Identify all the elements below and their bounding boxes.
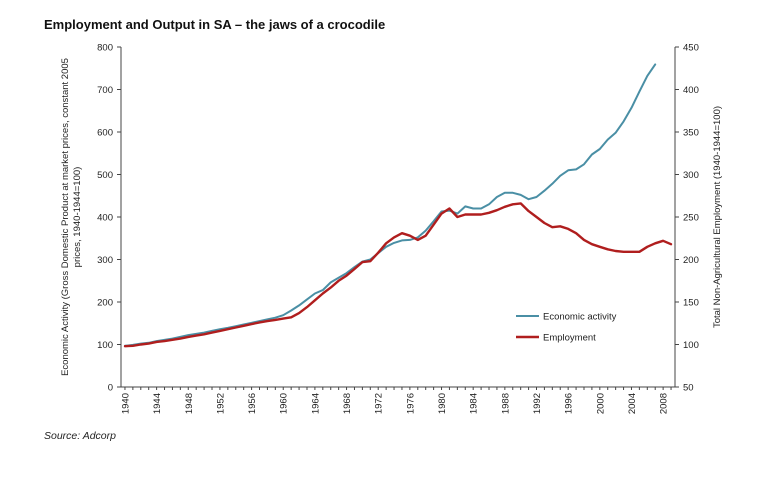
chart-series (123, 63, 673, 348)
left-tick-label: 700 (97, 85, 113, 96)
x-tick-label: 2008 (659, 393, 670, 414)
left-axis-label-line1: Economic Activity (Gross Domestic Produc… (60, 58, 71, 376)
x-tick-label: 1980 (437, 393, 448, 414)
chart-ticks: 0 100 200 300 400 500 600 700 800 50 100 150 200 250 3… (97, 43, 699, 415)
x-tick-label: 1972 (374, 393, 385, 414)
x-tick-label: 1988 (500, 393, 511, 414)
right-axis-label: Total Non-Agricultural Employment (1940-… (712, 106, 723, 328)
series-line-employment (123, 202, 673, 348)
x-tick-label: 1992 (532, 393, 543, 414)
legend-label: Employment (543, 333, 596, 344)
left-tick-label: 400 (97, 213, 113, 224)
right-tick-label: 400 (683, 85, 699, 96)
chart-legend: Economic activity Employment (516, 312, 617, 344)
x-tick-label: 1984 (469, 393, 480, 414)
x-tick-label: 1952 (215, 393, 226, 414)
right-tick-label: 100 (683, 340, 699, 351)
left-tick-label: 200 (97, 298, 113, 309)
right-tick-label: 250 (683, 213, 699, 224)
right-tick-label: 200 (683, 255, 699, 266)
legend-label: Economic activity (543, 312, 617, 323)
x-tick-label: 1996 (564, 393, 575, 414)
right-tick-label: 450 (683, 43, 699, 54)
x-tick-label: 1964 (310, 393, 321, 414)
right-tick-label: 50 (683, 383, 694, 394)
source-note: Source: Adcorp (44, 430, 116, 442)
left-tick-label: 600 (97, 128, 113, 139)
left-axis-label-line2: prices, 1940-1944=100) (72, 167, 83, 268)
x-tick-label: 2004 (627, 393, 638, 414)
left-tick-label: 500 (97, 170, 113, 181)
x-tick-label: 1968 (342, 393, 353, 414)
right-tick-label: 350 (683, 128, 699, 139)
left-tick-label: 0 (108, 383, 113, 394)
right-tick-label: 150 (683, 298, 699, 309)
right-tick-label: 300 (683, 170, 699, 181)
x-tick-label: 1944 (152, 393, 163, 414)
left-tick-label: 300 (97, 255, 113, 266)
series-line-economic-activity (124, 63, 657, 347)
x-tick-label: 2000 (595, 393, 606, 414)
chart-axis-labels: Economic Activity (Gross Domestic Produc… (60, 58, 723, 376)
left-tick-label: 800 (97, 43, 113, 54)
chart-title: Employment and Output in SA – the jaws o… (44, 17, 386, 32)
x-tick-label: 1976 (405, 393, 416, 414)
x-tick-label: 1960 (279, 393, 290, 414)
x-tick-label: 1940 (120, 393, 131, 414)
x-tick-label: 1956 (247, 393, 258, 414)
left-tick-label: 100 (97, 340, 113, 351)
x-tick-label: 1948 (184, 393, 195, 414)
